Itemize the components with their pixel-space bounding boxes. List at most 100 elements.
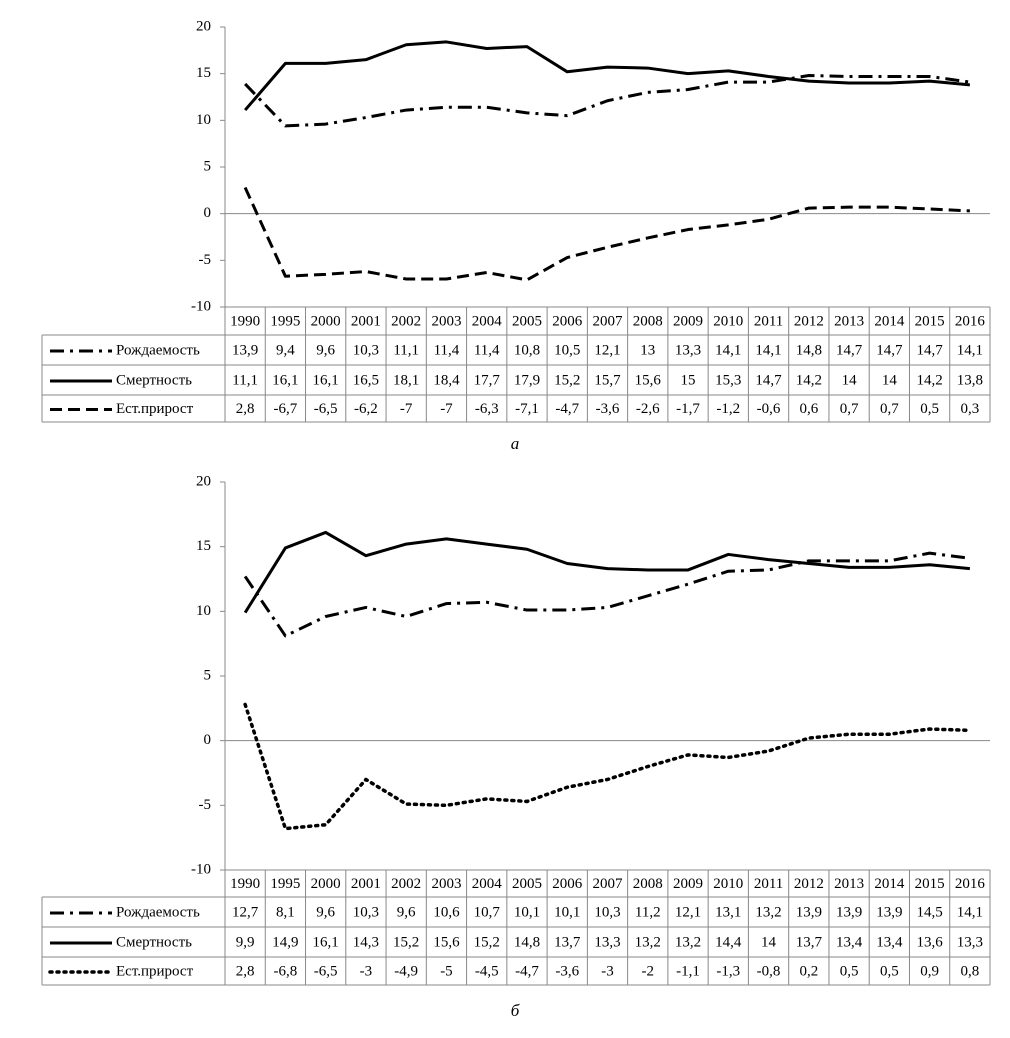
table-value: -6,2 [354, 401, 378, 417]
table-value: 14,7 [916, 342, 943, 358]
table-value: 8,1 [276, 904, 295, 920]
table-value: -1,7 [676, 401, 700, 417]
table-value: 13,3 [957, 934, 983, 950]
x-tick-label: 2008 [633, 876, 663, 892]
table-value: 0,5 [840, 963, 859, 979]
table-value: -4,7 [515, 963, 539, 979]
table-value: 14,1 [957, 342, 983, 358]
table-value: -4,7 [555, 401, 579, 417]
table-value: 10,1 [554, 904, 580, 920]
series-line [243, 702, 972, 831]
table-value: 9,6 [397, 904, 416, 920]
table-value: 13,9 [796, 904, 822, 920]
table-value: 0,5 [880, 963, 899, 979]
table-value: 13,8 [957, 372, 983, 388]
table-value: 14,8 [514, 934, 540, 950]
table-value: 13 [640, 342, 655, 358]
x-tick-label: 2005 [512, 313, 542, 329]
table-value: 10,3 [353, 342, 379, 358]
y-tick-label: 10 [196, 112, 211, 128]
table-value: 13,3 [675, 342, 701, 358]
legend-label: Смертность [116, 372, 192, 388]
table-value: 9,9 [236, 934, 255, 950]
table-value: 17,9 [514, 372, 540, 388]
x-tick-label: 2015 [915, 313, 945, 329]
table-value: -3,6 [555, 963, 579, 979]
x-tick-label: 2016 [955, 313, 986, 329]
x-tick-label: 2003 [431, 876, 461, 892]
x-tick-label: 2001 [351, 313, 381, 329]
legend-label: Рождаемость [116, 342, 200, 358]
table-value: -6,5 [314, 401, 338, 417]
y-tick-label: 5 [204, 667, 212, 683]
table-value: 0,8 [960, 963, 979, 979]
x-tick-label: 2015 [915, 876, 945, 892]
y-tick-label: 10 [196, 603, 211, 619]
table-value: -2,6 [636, 401, 660, 417]
x-tick-label: 2004 [472, 313, 503, 329]
x-tick-label: 2007 [593, 313, 624, 329]
series-line [243, 551, 971, 638]
x-tick-label: 2000 [311, 876, 341, 892]
table-value: 10,7 [474, 904, 501, 920]
table-value: 15,6 [433, 934, 460, 950]
table-value: 0,5 [920, 401, 939, 417]
y-tick-label: 20 [196, 473, 211, 489]
table-value: 12,1 [594, 342, 620, 358]
y-tick-label: -10 [191, 298, 211, 314]
table-value: 14,8 [796, 342, 822, 358]
table-value: -6,7 [274, 401, 298, 417]
legend-label: Ест.прирост [116, 963, 194, 979]
table-value: 16,1 [313, 934, 339, 950]
y-tick-label: 5 [204, 158, 212, 174]
table-value: 10,1 [514, 904, 540, 920]
y-tick-label: 15 [196, 538, 211, 554]
table-value: 15,7 [594, 372, 621, 388]
series-line [244, 74, 971, 128]
table-value: 13,9 [876, 904, 902, 920]
table-value: 13,6 [916, 934, 943, 950]
table-value: -4,5 [475, 963, 499, 979]
table-value: 15,2 [393, 934, 419, 950]
table-value: 0,3 [960, 401, 979, 417]
table-value: -6,3 [475, 401, 499, 417]
y-tick-label: 0 [204, 205, 212, 221]
legend-label: Ест.прирост [116, 401, 194, 417]
table-value: 14 [761, 934, 777, 950]
table-value: 13,4 [876, 934, 903, 950]
table-value: -0,6 [757, 401, 781, 417]
table-value: 13,7 [796, 934, 823, 950]
table-value: 10,6 [433, 904, 460, 920]
table-value: 14,9 [272, 934, 298, 950]
table-value: 10,8 [514, 342, 540, 358]
table-value: 9,6 [316, 342, 335, 358]
table-value: -7 [440, 401, 453, 417]
x-tick-label: 2006 [552, 313, 583, 329]
table-value: 13,9 [232, 342, 258, 358]
x-tick-label: 2012 [794, 313, 824, 329]
x-tick-label: 2000 [311, 313, 341, 329]
table-value: -3 [601, 963, 614, 979]
x-tick-label: 2001 [351, 876, 381, 892]
y-tick-label: 20 [196, 18, 211, 34]
table-value: 12,7 [232, 904, 259, 920]
caption: а [511, 434, 520, 453]
table-value: 14,1 [715, 342, 741, 358]
table-value: 2,8 [236, 963, 255, 979]
table-value: 11,2 [635, 904, 661, 920]
table-value: 11,4 [434, 342, 460, 358]
x-tick-label: 1995 [270, 313, 300, 329]
table-value: 0,9 [920, 963, 939, 979]
table-value: 16,5 [353, 372, 379, 388]
table-value: 11,1 [393, 342, 419, 358]
series-line [243, 40, 971, 112]
x-tick-label: 2002 [391, 876, 421, 892]
table-value: -6,8 [274, 963, 298, 979]
x-tick-label: 2010 [713, 876, 743, 892]
caption: б [511, 1001, 520, 1020]
table-value: 13,3 [594, 934, 620, 950]
x-tick-label: 2002 [391, 313, 421, 329]
table-value: 15,3 [715, 372, 741, 388]
table-value: 17,7 [474, 372, 501, 388]
